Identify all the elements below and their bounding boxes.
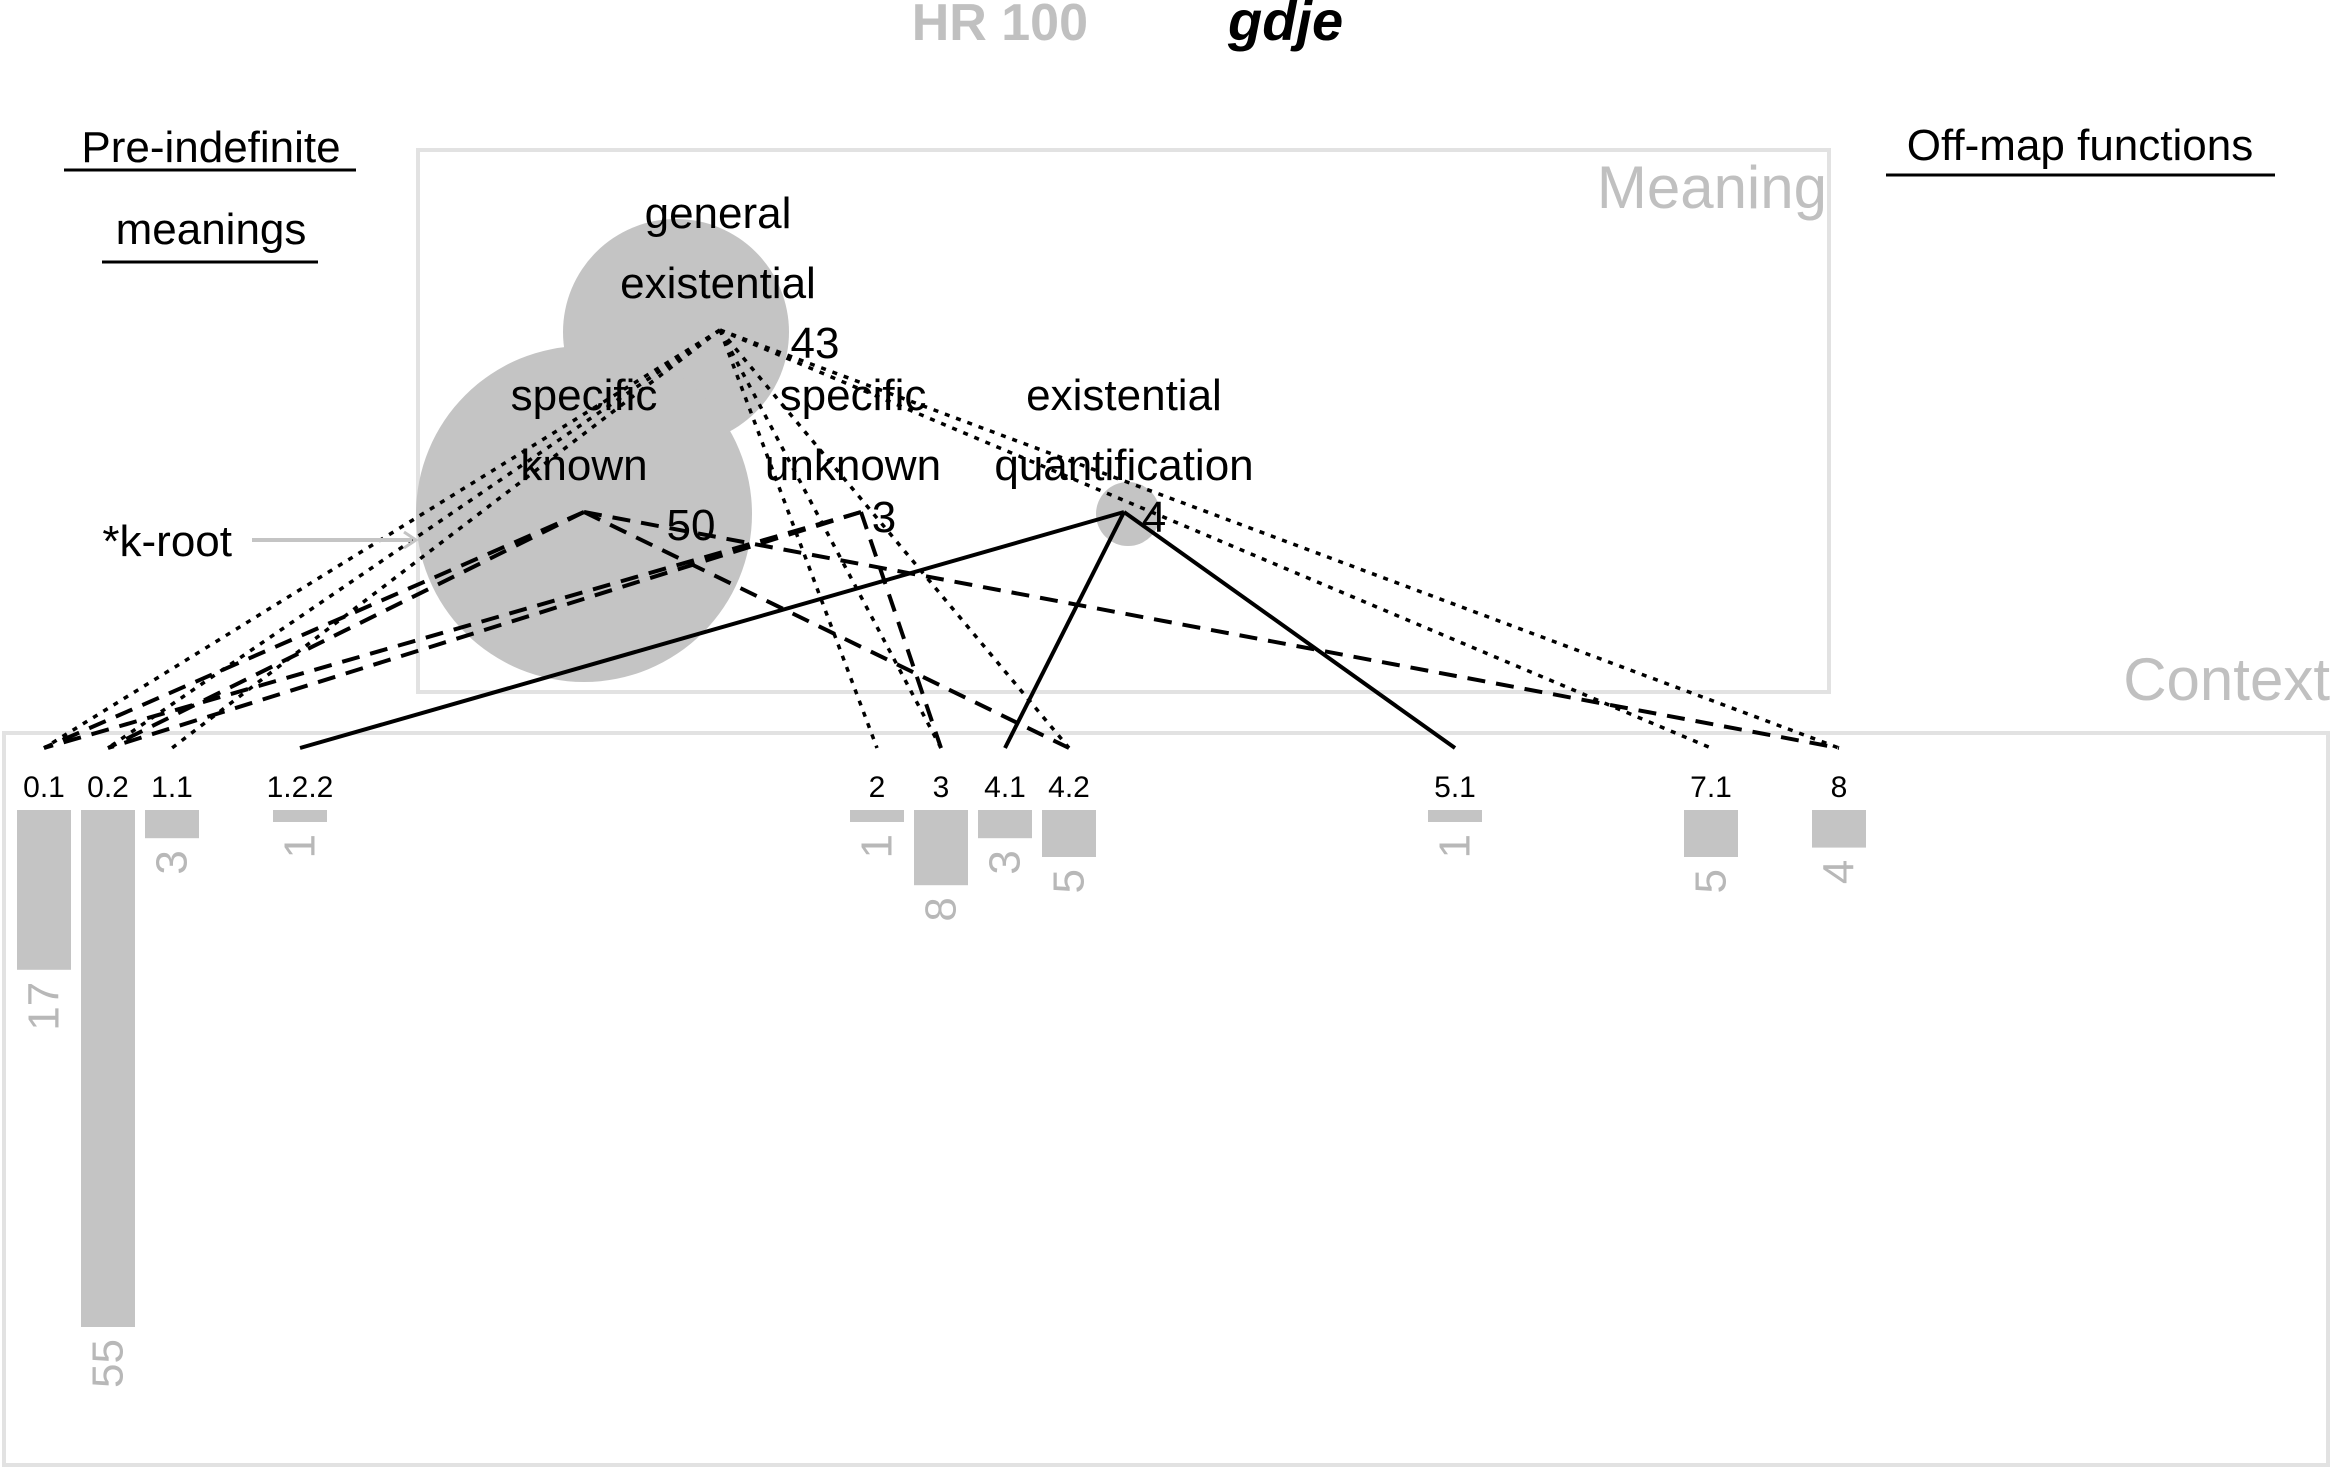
context-box-label: Context: [2123, 646, 2330, 713]
context-bars: 0.1170.2551.131.2.2121384.134.255.117.15…: [17, 771, 1866, 1388]
link-existential-quantification-to-4-1: [1003, 511, 1126, 749]
context-value-2: 1: [853, 834, 902, 858]
existential-quantification-label-line1: existential: [1026, 371, 1222, 420]
meaning-box: [416, 148, 1831, 694]
specific-known-label-line1: specific: [511, 371, 658, 420]
context-value-5-1: 1: [1431, 834, 1480, 858]
context-bar-1-2-2: [273, 810, 327, 822]
context-value-8: 4: [1815, 860, 1864, 884]
context-bar-2: [850, 810, 904, 822]
off-map-heading: Off-map functions: [1907, 121, 2253, 170]
link-specific-known-to-4-2: [583, 510, 1070, 750]
link-specific-unknown-to-3: [859, 511, 943, 749]
context-value-1-2-2: 1: [276, 834, 325, 858]
context-bar-5-1: [1428, 810, 1482, 822]
pre-indefinite-heading-line2: meanings: [116, 205, 307, 254]
context-label-4-2: 4.2: [1048, 771, 1090, 804]
context-label-4-1: 4.1: [984, 771, 1026, 804]
context-label-7-1: 7.1: [1690, 771, 1732, 804]
link-specific-known-to-8: [583, 510, 1840, 750]
context-label-5-1: 5.1: [1434, 771, 1476, 804]
context-bar-3: [914, 810, 968, 886]
context-value-4-2: 5: [1045, 869, 1094, 893]
context-bar-0-2: [81, 810, 135, 1327]
context-label-0-1: 0.1: [23, 771, 65, 804]
context-value-4-1: 3: [981, 850, 1030, 874]
link-general-existential-to-0-2: [107, 328, 721, 750]
title-code: HR 100: [912, 0, 1088, 52]
specific-unknown-label-line1: specific: [780, 371, 927, 420]
link-existential-quantification-to-1-2-2: [299, 510, 1125, 750]
existential-quantification-count: 4: [1142, 493, 1166, 542]
general-existential-label-line1: general: [645, 189, 792, 238]
context-label-0-2: 0.2: [87, 771, 129, 804]
context-bar-8: [1812, 810, 1866, 848]
context-bar-4-2: [1042, 810, 1096, 857]
context-value-1-1: 3: [148, 850, 197, 874]
context-value-0-2: 55: [84, 1339, 133, 1388]
k-root-label: *k-root: [102, 517, 232, 566]
k-root-arrow-head: [403, 530, 419, 550]
specific-unknown-label-line2: unknown: [765, 441, 941, 490]
context-bar-7-1: [1684, 810, 1738, 857]
context-label-1-2-2: 1.2.2: [267, 771, 334, 804]
specific-unknown-count: 3: [872, 493, 896, 542]
context-bar-0-1: [17, 810, 71, 970]
pre-indefinite-heading-line1: Pre-indefinite: [81, 123, 340, 172]
general-existential-count: 43: [791, 319, 840, 368]
specific-known-label-line2: known: [520, 441, 647, 490]
link-specific-known-to-0-1: [43, 510, 585, 750]
context-label-1-1: 1.1: [151, 771, 193, 804]
title-word: gdje: [1227, 0, 1343, 52]
meaning-box-label: Meaning: [1597, 154, 1827, 221]
context-label-8: 8: [1831, 771, 1848, 804]
context-label-3: 3: [933, 771, 950, 804]
context-value-7-1: 5: [1687, 869, 1736, 893]
link-specific-unknown-to-0-1: [43, 510, 862, 750]
link-existential-quantification-to-5-1: [1122, 510, 1457, 750]
specific-known-count: 50: [667, 501, 716, 550]
context-bar-4-1: [978, 810, 1032, 839]
context-bar-1-1: [145, 810, 199, 839]
context-box: [2, 731, 2330, 1467]
meaning-labels: general existential 43 specific known 50…: [511, 189, 1254, 550]
context-label-2: 2: [869, 771, 886, 804]
context-value-3: 8: [917, 897, 966, 921]
existential-quantification-label-line2: quantification: [994, 441, 1253, 490]
general-existential-label-line2: existential: [620, 259, 816, 308]
link-specific-unknown-to-0-2: [107, 510, 862, 750]
context-value-0-1: 17: [20, 982, 69, 1031]
link-general-existential-to-2: [718, 329, 879, 749]
